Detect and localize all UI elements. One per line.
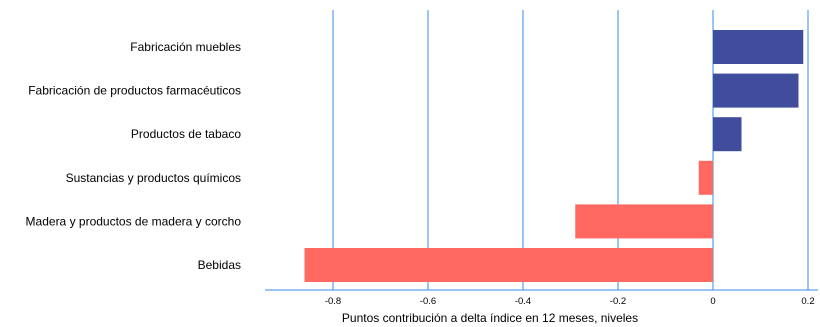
- category-labels: Fabricación muebles Fabricación de produc…: [26, 40, 242, 272]
- x-tick-label: -0.6: [420, 296, 436, 307]
- x-axis-title: Puntos contribución a delta índice en 12…: [342, 311, 638, 325]
- x-tick-label: 0.2: [801, 296, 814, 307]
- bar: [698, 160, 713, 195]
- bar: [713, 117, 742, 152]
- bar: [713, 73, 799, 108]
- x-tick-label: -0.8: [325, 296, 341, 307]
- bar: [304, 248, 713, 282]
- category-label: Sustancias y productos químicos: [66, 171, 241, 185]
- bar: [575, 204, 713, 239]
- x-tick-label: 0: [710, 296, 715, 307]
- x-tick-labels: -0.8 -0.6 -0.4 -0.2 0 0.2: [325, 296, 815, 307]
- category-label: Madera y productos de madera y corcho: [26, 214, 242, 228]
- x-tick-label: -0.2: [610, 296, 626, 307]
- category-label: Bebidas: [198, 258, 241, 272]
- category-label: Productos de tabaco: [131, 127, 241, 141]
- x-tick-label: -0.4: [515, 296, 531, 307]
- category-label: Fabricación muebles: [130, 40, 241, 54]
- bars: [304, 30, 804, 282]
- category-label: Fabricación de productos farmacéuticos: [28, 84, 241, 98]
- bar: [713, 30, 804, 64]
